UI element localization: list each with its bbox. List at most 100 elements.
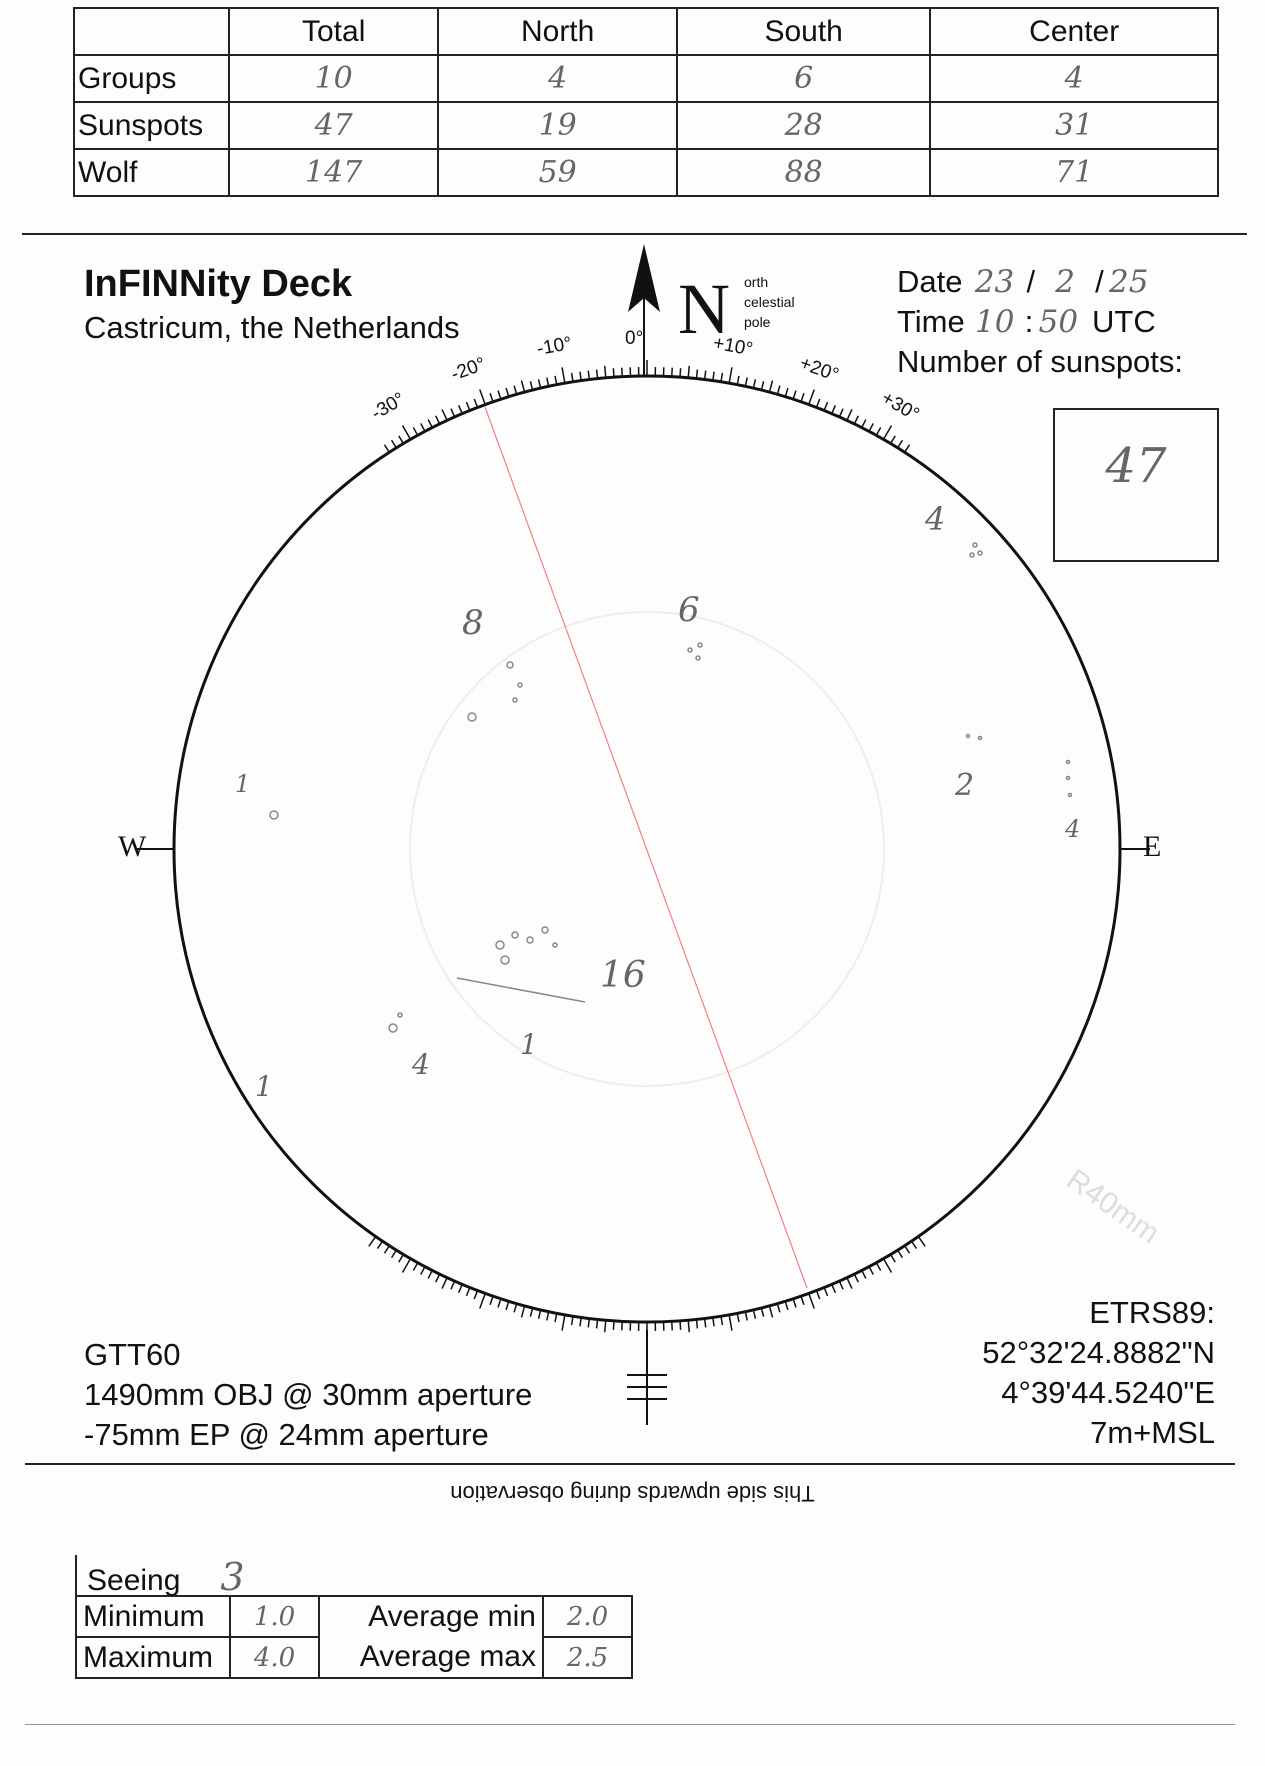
instrument-eyepiece: -75mm EP @ 24mm aperture — [84, 1417, 489, 1452]
cell: 10 — [227, 54, 440, 103]
scale-tick — [401, 1258, 412, 1273]
latitude: 52°32'24.8882"N — [982, 1335, 1215, 1370]
scale-tick — [800, 1295, 805, 1305]
time-separator: : — [1024, 304, 1034, 339]
scale-tick — [401, 425, 412, 440]
cell: 4 — [437, 54, 678, 103]
cell: 28 — [675, 101, 932, 150]
east-label: E — [1143, 830, 1162, 863]
group-annotation: 1 — [520, 1028, 538, 1061]
coordinates-info: ETRS89: 52°32'24.8882"N 4°39'44.5240"E 7… — [982, 1293, 1215, 1453]
row-label: Groups — [73, 54, 230, 103]
date-label: Date — [897, 264, 963, 299]
caption-line: celestial — [744, 294, 795, 310]
header-cell — [73, 7, 230, 56]
scale-tick — [808, 1293, 815, 1309]
scale-tick — [441, 1277, 448, 1289]
equator-line — [484, 406, 808, 1289]
scale-tick — [537, 1309, 542, 1319]
time-minute: 50 — [1038, 304, 1079, 340]
group-annotation: 6 — [678, 590, 700, 630]
seeing-table: Minimum 1.0 Average min Average max 2.0 Maxi… — [75, 1595, 633, 1679]
sunspots-label: Number of sunspots: — [897, 344, 1184, 379]
avg-max-label: Average max — [359, 1640, 536, 1673]
south-reticle-icon — [627, 1330, 667, 1425]
time-hour: 10 — [975, 304, 1015, 340]
scale-tick — [889, 1254, 896, 1263]
scale-tick — [603, 1320, 607, 1333]
header-cell: Center — [929, 7, 1219, 56]
group-annotation: 4 — [412, 1048, 430, 1081]
date-day: 23 — [974, 264, 1015, 300]
header-cell: Total — [227, 7, 440, 56]
scale-tick — [882, 1258, 893, 1273]
average-labels: Average min Average max — [318, 1595, 544, 1679]
scale-tick — [917, 1236, 926, 1247]
divider — [25, 1724, 1235, 1725]
group-annotation: 1 — [235, 770, 251, 798]
scale-tick — [398, 1254, 405, 1263]
degree-label: 0° — [625, 328, 644, 349]
seeing-label: Seeing — [87, 1564, 181, 1597]
cell: 88 — [675, 148, 932, 197]
utc-label: UTC — [1092, 304, 1156, 339]
cell: 31 — [929, 101, 1219, 150]
header-cell: South — [675, 7, 932, 56]
caption-line: orth — [744, 274, 769, 290]
scale-tick — [441, 409, 448, 421]
scale-tick — [687, 1320, 691, 1333]
row-label: Wolf — [73, 148, 230, 197]
north-arrow-icon — [628, 244, 660, 312]
scale-tick — [587, 370, 591, 380]
max-value: 4.0 — [229, 1636, 320, 1679]
degree-scale — [383, 360, 911, 453]
scale-tick — [752, 1309, 757, 1319]
scale-tick — [846, 409, 853, 421]
scale-tick — [808, 389, 815, 405]
scale-tick — [831, 405, 837, 414]
date-month: 2 — [1055, 264, 1075, 300]
scale-tick — [728, 367, 733, 384]
group-annotation: 16 — [600, 955, 646, 996]
caption-line: pole — [744, 314, 771, 330]
cell: 6 — [675, 54, 932, 103]
scale-tick — [520, 380, 526, 393]
scale-tick — [768, 1305, 774, 1318]
table-header-row: Total North South Center — [73, 7, 1219, 56]
location: Castricum, the Netherlands — [84, 310, 460, 345]
scale-tick — [868, 423, 874, 432]
date-separator: / — [1026, 264, 1036, 299]
max-label: Maximum — [75, 1636, 231, 1679]
page-title: InFINNity Deck — [84, 263, 353, 305]
group-annotation: 4 — [925, 500, 946, 538]
scale-tick — [546, 1311, 550, 1321]
group-annotation: 4 — [1065, 815, 1081, 843]
scale-tick — [889, 435, 896, 444]
table-row: Groups 10 4 6 4 — [73, 54, 1219, 103]
avg-min-label: Average min — [368, 1600, 536, 1633]
cell: 71 — [929, 148, 1219, 197]
scale-tick — [479, 389, 486, 405]
scale-tick — [703, 370, 707, 380]
divider — [25, 1463, 1235, 1465]
scale-tick — [720, 1316, 724, 1326]
counts-table: Total North South Center Groups 10 4 6 4 Sun… — [73, 7, 1219, 197]
row-label: Sunspots — [73, 101, 230, 150]
scale-tick — [479, 1293, 486, 1309]
sunspot-sketches — [269, 542, 1073, 1033]
scale-tick — [728, 1314, 733, 1331]
north-letter: N — [678, 269, 730, 349]
scale-tick — [561, 1314, 566, 1331]
scale-tick — [687, 365, 691, 378]
instrument-name: GTT60 — [84, 1337, 181, 1372]
observation-info: Date 23/2/25 Time 10:50 UTC Number of suns… — [897, 262, 1227, 382]
altitude: 7m+MSL — [1090, 1415, 1215, 1450]
scale-tick — [882, 425, 893, 440]
orientation-note: This side upwards during observation — [450, 1481, 815, 1506]
scale-tick — [846, 1277, 853, 1289]
date-separator: / — [1095, 264, 1104, 299]
table-row: Minimum 1.0 Average min Average max 2.0 — [75, 1595, 633, 1679]
date-row: Date 23/2/25 — [897, 262, 1227, 302]
scale-tick — [903, 1245, 911, 1254]
